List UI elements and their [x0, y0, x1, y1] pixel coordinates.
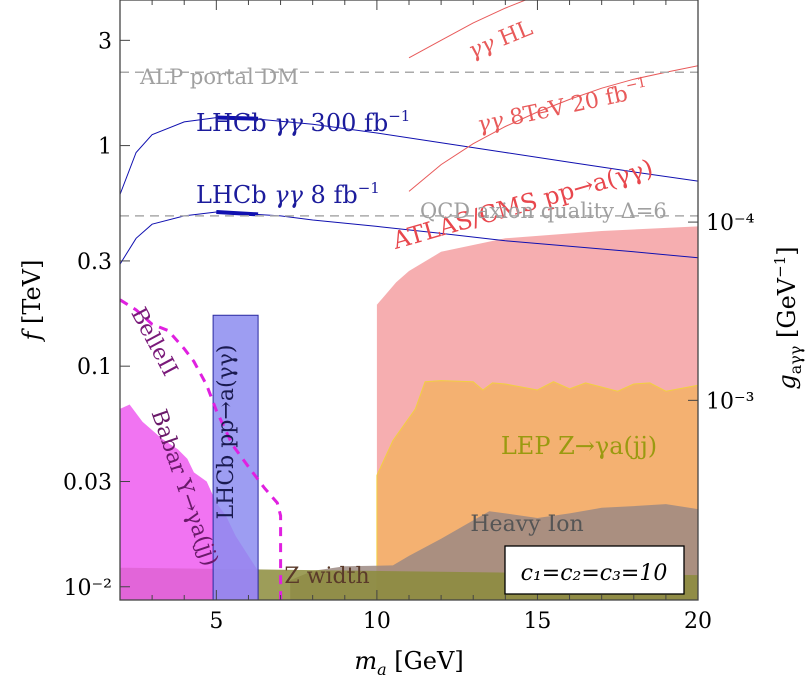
- y-tick-label: 0.3: [77, 250, 112, 275]
- y-tick-label: 0.1: [77, 355, 112, 380]
- y2-tick-label: 10⁻⁴: [706, 211, 755, 236]
- couplings-box: [504, 545, 685, 595]
- curve-highlight-lhcb-8-fb: [216, 209, 259, 217]
- lhcb-box-label: LHCb pp→a(γγ): [214, 345, 239, 520]
- curve-hl: [408, 0, 527, 59]
- x-tick-label: 5: [209, 609, 223, 634]
- lhcb-300-label: LHCb γγ 300 fb−1: [196, 107, 410, 137]
- curve-lhcb-8-fb: [120, 211, 698, 265]
- curve-belleii: [120, 298, 283, 600]
- y2-axis-title: gaγγ [GeV−1]: [771, 246, 805, 389]
- axis-ticks: 5 10 15 20 10⁻² 0.03 0.1 0.3 1 3 10⁻⁴ 10⁻³: [63, 0, 755, 634]
- curve-8tev-20-fb: [408, 65, 698, 192]
- x-tick-label: 15: [523, 609, 551, 634]
- y-axis-title: f [TeV]: [18, 260, 46, 343]
- x-axis-title: ma [GeV]: [354, 647, 463, 679]
- curve-lhcb-300-fb: [120, 117, 698, 195]
- y-tick-label: 1: [98, 135, 112, 160]
- heavy-ion-label: Heavy Ion: [470, 512, 583, 537]
- z-width-label: Z width: [284, 564, 369, 589]
- x-tick-label: 10: [363, 609, 391, 634]
- curve-highlight-lhcb-300-fb: [216, 115, 259, 121]
- y-tick-label: 0.03: [63, 471, 112, 496]
- region-lhcb-pp-a: [212, 314, 259, 600]
- lep-label: LEP Z→γa(jj): [501, 432, 657, 460]
- y2-tick-label: 10⁻³: [706, 389, 754, 414]
- alp-portal-label: ALP portal DM: [139, 65, 299, 89]
- x-tick-label: 20: [684, 609, 712, 634]
- couplings-label: c₁=c₂=c₃=10: [521, 561, 668, 586]
- qcd-axion-label: QCD axion quality Δ=6: [420, 199, 667, 223]
- y-tick-label: 3: [98, 29, 112, 54]
- lhcb-8-label: LHCb γγ 8 fb−1: [196, 179, 380, 209]
- limit-curves: [120, 0, 698, 600]
- y-tick-label: 10⁻²: [64, 576, 112, 601]
